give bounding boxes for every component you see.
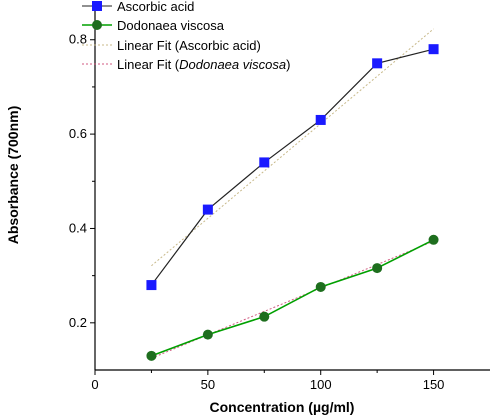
fit-line-1: [151, 240, 434, 359]
legend-marker-dodonaea: [92, 20, 102, 30]
x-tick-label: 150: [423, 377, 445, 392]
legend-label-ascorbic: Ascorbic acid: [117, 0, 194, 14]
data-point: [146, 280, 157, 291]
legend-label-fit-dodonaea: Linear Fit (Dodonaea viscosa): [117, 57, 290, 72]
data-point: [146, 350, 157, 361]
legend-label-dodonaea: Dodonaea viscosa: [117, 18, 225, 33]
data-point: [372, 263, 383, 274]
data-point: [428, 234, 439, 245]
x-axis-title: Concentration (µg/ml): [210, 399, 355, 415]
legend-marker-ascorbic: [92, 1, 102, 11]
y-tick-label: 0.8: [69, 32, 87, 47]
legend: Ascorbic acid Dodonaea viscosa Linear Fi…: [82, 0, 290, 72]
data-point: [428, 44, 439, 55]
data-point: [315, 114, 326, 125]
data-point: [372, 58, 383, 69]
series-line-0: [150, 48, 434, 286]
y-tick-label: 0.6: [69, 126, 87, 141]
ticks: 0 50 100 150 0.2 0.4 0.6 0.8: [69, 32, 445, 392]
data-point: [202, 204, 213, 215]
fit-lines: [151, 28, 434, 359]
y-tick-label: 0.4: [69, 220, 87, 235]
y-axis-title: Absorbance (700nm): [5, 106, 21, 244]
series-group: [146, 44, 439, 361]
axes: [94, 2, 490, 371]
data-point: [259, 311, 270, 322]
data-point: [202, 329, 213, 340]
x-tick-label: 0: [91, 377, 98, 392]
legend-label-fit-ascorbic: Linear Fit (Ascorbic acid): [117, 38, 261, 53]
data-point: [315, 281, 326, 292]
series-line-1: [151, 239, 434, 357]
fit-line-0: [151, 28, 434, 267]
x-tick-label: 100: [310, 377, 332, 392]
data-point: [259, 157, 270, 168]
y-tick-label: 0.2: [69, 315, 87, 330]
x-tick-label: 50: [201, 377, 215, 392]
